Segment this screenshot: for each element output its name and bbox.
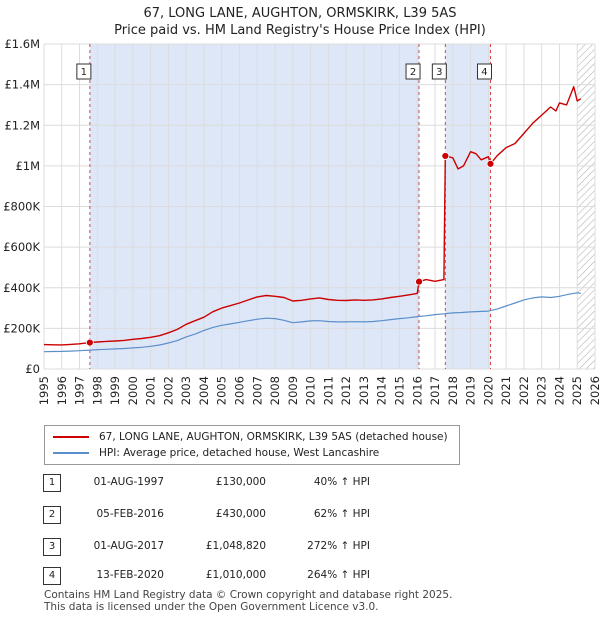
x-tick-label: 1997 xyxy=(73,376,87,405)
sale-label-text: 1 xyxy=(81,67,87,78)
sale-label-text: 4 xyxy=(481,67,487,78)
transaction-row: 4 13-FEB-2020 £1,010,000 264% ↑ HPI xyxy=(0,566,600,586)
sale-label: 4 xyxy=(476,63,492,80)
x-tick-label: 2015 xyxy=(393,376,407,405)
transaction-row: 1 01-AUG-1997 £130,000 40% ↑ HPI xyxy=(0,473,600,493)
x-tick-label: 2001 xyxy=(144,376,158,405)
x-tick-label: 2006 xyxy=(233,376,247,405)
x-tick-label: 2017 xyxy=(428,376,442,405)
sale-label-text: 3 xyxy=(436,67,442,78)
x-tick-label: 2004 xyxy=(197,376,211,405)
transaction-number: 4 xyxy=(43,567,61,585)
y-tick-label: £0 xyxy=(25,362,40,376)
transaction-date: 05-FEB-2016 xyxy=(96,508,164,520)
y-tick-label: £1.2M xyxy=(4,118,40,132)
transaction-number: 1 xyxy=(43,474,61,492)
x-tick-label: 2026 xyxy=(588,376,600,405)
x-tick-label: 2021 xyxy=(499,376,513,405)
x-tick-label: 2008 xyxy=(268,376,282,405)
transaction-price: £430,000 xyxy=(215,508,266,520)
sale-label-text: 2 xyxy=(410,67,416,78)
x-tick-label: 2010 xyxy=(304,376,318,405)
x-tick-label: 2019 xyxy=(464,376,478,405)
sale-label-box xyxy=(431,63,447,80)
x-tick-label: 2007 xyxy=(250,376,264,405)
y-tick-label: £800K xyxy=(3,200,40,214)
sale-label-box xyxy=(405,63,421,80)
x-tick-label: 2016 xyxy=(410,376,424,405)
y-tick-label: £1M xyxy=(15,159,40,173)
chart-title: 67, LONG LANE, AUGHTON, ORMSKIRK, L39 5A… xyxy=(143,6,457,21)
footer-license: This data is licensed under the Open Gov… xyxy=(44,601,379,613)
sale-label: 3 xyxy=(431,63,447,80)
property-price-line xyxy=(43,86,582,346)
x-tick-label: 2011 xyxy=(321,376,335,405)
sale-point xyxy=(441,152,450,160)
y-tick-label: £1.6M xyxy=(4,37,40,51)
x-tick-label: 2000 xyxy=(126,376,140,405)
hpi-line xyxy=(43,292,581,353)
x-tick-label: 2024 xyxy=(553,376,567,405)
transaction-date: 13-FEB-2020 xyxy=(96,569,164,581)
legend-item-hpi: HPI: Average price, detached house, West… xyxy=(53,445,379,461)
x-tick-label: 2002 xyxy=(161,376,175,405)
x-tick-label: 1998 xyxy=(90,376,104,405)
x-tick-label: 2013 xyxy=(357,376,371,405)
transaction-date: 01-AUG-2017 xyxy=(93,540,164,552)
x-tick-label: 2020 xyxy=(481,376,495,405)
x-tick-label: 2012 xyxy=(339,376,353,405)
legend-swatch-hpi xyxy=(53,452,89,454)
sale-point xyxy=(486,159,495,168)
x-tick-label: 2022 xyxy=(517,376,531,405)
transaction-price: £1,048,820 xyxy=(205,540,266,552)
x-tick-label: 1996 xyxy=(55,376,69,405)
transaction-row: 2 05-FEB-2016 £430,000 62% ↑ HPI xyxy=(0,505,600,525)
transaction-number: 2 xyxy=(43,506,61,524)
sale-point xyxy=(415,277,423,286)
x-tick-label: 2014 xyxy=(375,376,389,405)
transaction-row: 3 01-AUG-2017 £1,048,820 272% ↑ HPI xyxy=(0,537,600,557)
sale-point xyxy=(85,338,94,347)
sale-label-box xyxy=(476,63,492,80)
legend-swatch-property xyxy=(53,436,89,438)
transaction-hpi-change: 272% ↑ HPI xyxy=(307,540,370,552)
legend-label-hpi: HPI: Average price, detached house, West… xyxy=(99,447,380,459)
x-tick-label: 1999 xyxy=(108,376,122,405)
y-tick-label: £600K xyxy=(3,240,40,254)
transaction-date: 01-AUG-1997 xyxy=(93,476,164,488)
transaction-hpi-change: 40% ↑ HPI xyxy=(313,476,370,488)
x-tick-label: 2005 xyxy=(215,376,229,405)
sale-label-box xyxy=(76,63,92,80)
sale-label: 2 xyxy=(405,63,421,80)
y-tick-label: £1.4M xyxy=(4,78,40,92)
transaction-hpi-change: 264% ↑ HPI xyxy=(307,569,370,581)
legend: 67, LONG LANE, AUGHTON, ORMSKIRK, L39 5A… xyxy=(44,425,460,465)
sale-label: 1 xyxy=(76,63,92,80)
legend-item-property: 67, LONG LANE, AUGHTON, ORMSKIRK, L39 5A… xyxy=(53,429,448,445)
x-tick-label: 2003 xyxy=(179,376,193,405)
y-tick-label: £400K xyxy=(3,281,40,295)
legend-label-property: 67, LONG LANE, AUGHTON, ORMSKIRK, L39 5A… xyxy=(99,431,448,443)
transaction-number: 3 xyxy=(43,538,61,556)
transaction-price: £130,000 xyxy=(215,476,266,488)
chart-subtitle: Price paid vs. HM Land Registry's House … xyxy=(114,23,486,38)
transaction-hpi-change: 62% ↑ HPI xyxy=(313,508,370,520)
transaction-price: £1,010,000 xyxy=(205,569,266,581)
price-chart: 1 2 3 4 £0 £200K £400K £600K £800K £1M £1.2M £1.4M… xyxy=(3,37,600,405)
x-tick-label: 2018 xyxy=(446,376,460,405)
footer-copyright: Contains HM Land Registry data © Crown c… xyxy=(44,589,453,601)
x-tick-label: 2025 xyxy=(570,376,584,405)
y-tick-label: £200K xyxy=(3,321,40,335)
x-tick-label: 2023 xyxy=(535,376,549,405)
x-tick-label: 2009 xyxy=(286,376,300,405)
x-tick-label: 1995 xyxy=(37,376,51,405)
